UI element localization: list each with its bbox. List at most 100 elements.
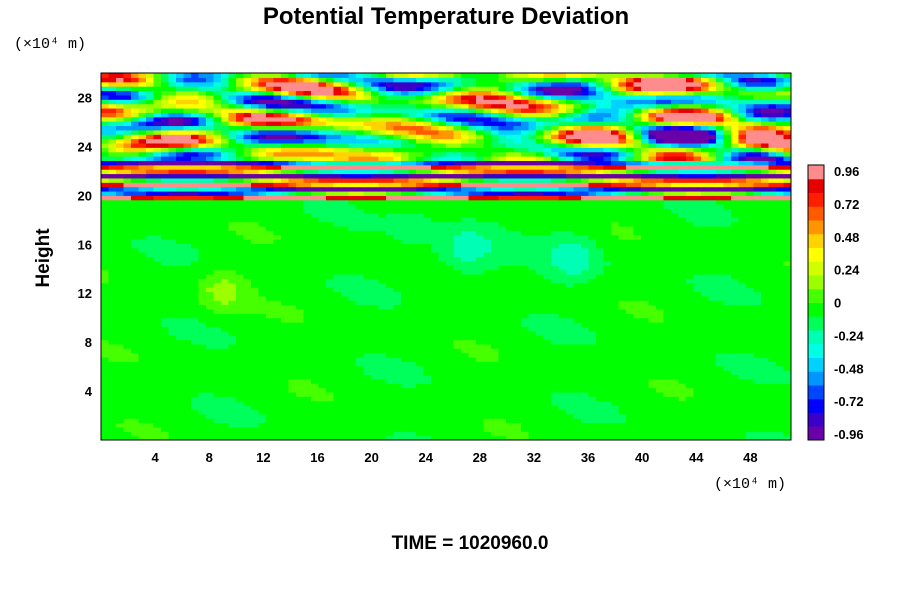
heatmap-cell xyxy=(453,400,462,406)
heatmap-cell xyxy=(288,234,297,240)
heatmap-cell xyxy=(476,308,485,314)
heatmap-cell xyxy=(341,256,350,262)
heatmap-cell xyxy=(281,413,290,419)
heatmap-cell xyxy=(236,383,245,389)
heatmap-cell xyxy=(176,387,185,393)
heatmap-cell xyxy=(153,239,162,244)
heatmap-cell xyxy=(551,282,560,288)
heatmap-cell xyxy=(611,278,620,284)
heatmap-cell xyxy=(611,343,620,349)
heatmap-cell xyxy=(236,365,245,371)
heatmap-cell xyxy=(431,317,440,323)
heatmap-cell xyxy=(243,431,252,437)
heatmap-cell xyxy=(701,326,710,332)
heatmap-cell xyxy=(693,391,702,397)
heatmap-cell xyxy=(611,348,620,354)
heatmap-cell xyxy=(528,431,537,437)
heatmap-cell xyxy=(723,265,732,271)
heatmap-cell xyxy=(348,260,357,266)
heatmap-cell xyxy=(558,335,567,341)
heatmap-cell xyxy=(371,256,380,262)
heatmap-cell xyxy=(476,217,485,223)
heatmap-cell xyxy=(558,422,567,428)
heatmap-cell xyxy=(566,265,575,271)
heatmap-cell xyxy=(348,361,357,367)
heatmap-cell xyxy=(446,365,455,371)
heatmap-cell xyxy=(161,247,170,253)
heatmap-cell xyxy=(318,335,327,341)
heatmap-cell xyxy=(588,234,597,240)
heatmap-cell xyxy=(363,308,372,314)
heatmap-cell xyxy=(108,391,117,397)
heatmap-cell xyxy=(491,426,500,432)
heatmap-cell xyxy=(243,295,252,301)
heatmap-cell xyxy=(131,326,140,332)
heatmap-cell xyxy=(671,413,680,419)
heatmap-cell xyxy=(498,304,507,310)
heatmap-cell xyxy=(483,225,492,231)
heatmap-cell xyxy=(273,426,282,432)
heatmap-cell xyxy=(656,387,665,393)
heatmap-cell xyxy=(453,413,462,419)
heatmap-cell xyxy=(611,291,620,297)
heatmap-cell xyxy=(453,265,462,271)
heatmap-cell xyxy=(618,300,627,306)
heatmap-cell xyxy=(131,418,140,424)
heatmap-cell xyxy=(423,247,432,253)
heatmap-cell xyxy=(251,234,260,240)
heatmap-cell xyxy=(243,378,252,384)
heatmap-cell xyxy=(393,300,402,306)
heatmap-cell xyxy=(408,409,417,415)
heatmap-cell xyxy=(633,387,642,393)
heatmap-cell xyxy=(783,225,791,231)
heatmap-cell xyxy=(618,374,627,380)
heatmap-cell xyxy=(641,405,650,411)
heatmap-cell xyxy=(438,230,447,236)
heatmap-cell xyxy=(258,356,267,362)
heatmap-cell xyxy=(333,378,342,384)
heatmap-cell xyxy=(738,230,747,236)
heatmap-cell xyxy=(498,405,507,411)
heatmap-cell xyxy=(558,426,567,432)
heatmap-cell xyxy=(378,409,387,415)
heatmap-cell xyxy=(716,260,725,266)
heatmap-cell xyxy=(266,361,275,367)
heatmap-cell xyxy=(198,243,207,249)
heatmap-cell xyxy=(528,352,537,358)
heatmap-cell xyxy=(288,356,297,362)
heatmap-cell xyxy=(191,418,200,424)
heatmap-cell xyxy=(341,431,350,437)
heatmap-cell xyxy=(573,252,582,258)
heatmap-cell xyxy=(363,208,372,214)
heatmap-cell xyxy=(296,383,305,389)
heatmap-cell xyxy=(288,260,297,266)
heatmap-cell xyxy=(303,348,312,354)
heatmap-cell xyxy=(731,330,740,336)
heatmap-cell xyxy=(303,426,312,432)
heatmap-cell xyxy=(423,378,432,384)
heatmap-cell xyxy=(528,234,537,240)
heatmap-cell xyxy=(251,409,260,415)
heatmap-cell xyxy=(423,365,432,371)
heatmap-cell xyxy=(558,243,567,249)
heatmap-cell xyxy=(191,400,200,406)
heatmap-cell xyxy=(288,265,297,271)
heatmap-cell xyxy=(206,308,215,314)
heatmap-cell xyxy=(161,383,170,389)
heatmap-cell xyxy=(168,269,177,275)
heatmap-cell xyxy=(506,208,515,214)
heatmap-cell xyxy=(108,217,117,223)
heatmap-cell xyxy=(693,383,702,389)
heatmap-cell xyxy=(446,265,455,271)
heatmap-cell xyxy=(311,217,320,223)
heatmap-cell xyxy=(708,282,717,288)
heatmap-cell xyxy=(266,409,275,415)
heatmap-cell xyxy=(656,374,665,380)
heatmap-cell xyxy=(296,405,305,411)
heatmap-cell xyxy=(206,378,215,384)
heatmap-cell xyxy=(476,435,485,440)
heatmap-cell xyxy=(491,308,500,314)
heatmap-cell xyxy=(101,426,110,432)
heatmap-cell xyxy=(506,396,515,402)
heatmap-cell xyxy=(461,234,470,240)
